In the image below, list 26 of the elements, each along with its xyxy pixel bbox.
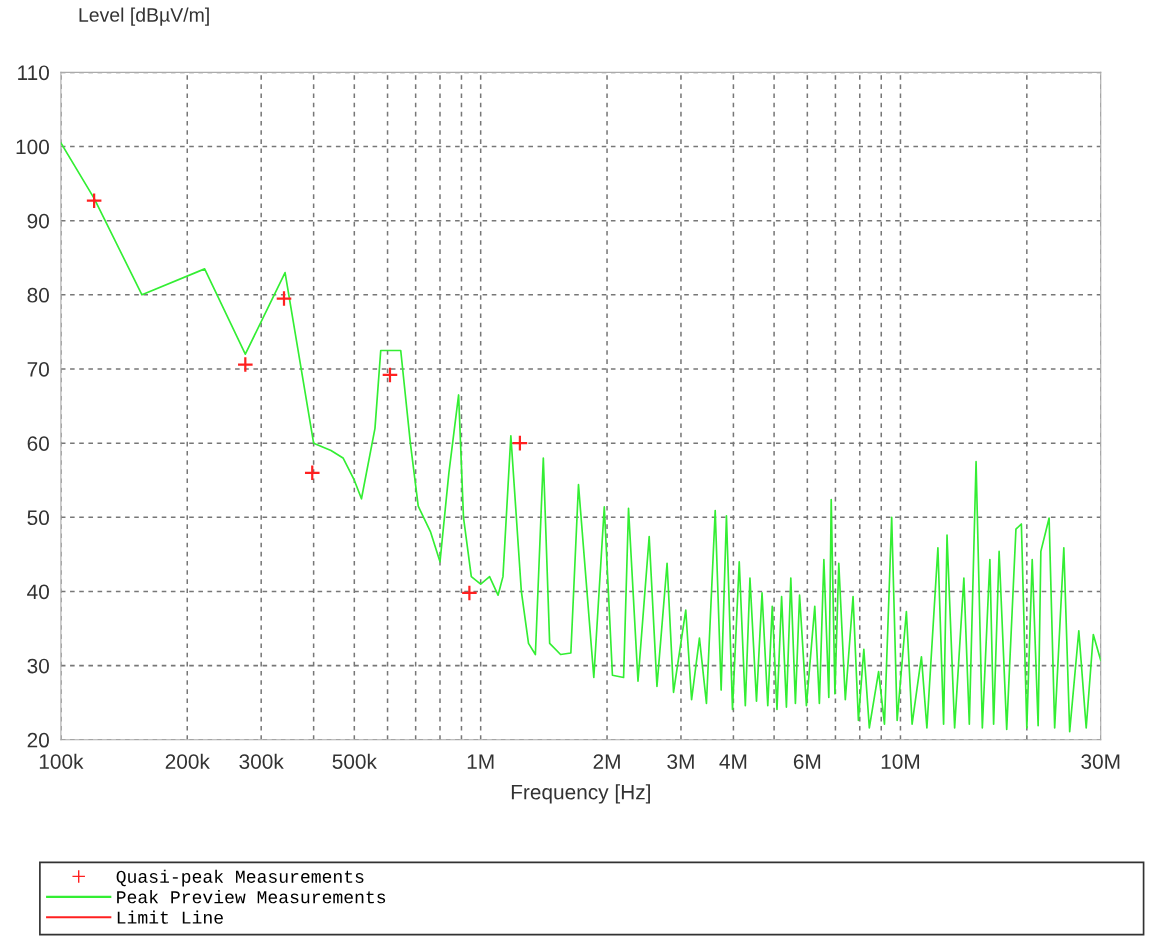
x-tick-label: 6M [793, 754, 821, 769]
x-tick-label: 1M [467, 754, 494, 769]
y-axis-title: Level [dBµV/m] [79, 7, 209, 26]
y-tick-label: 90 [27, 213, 49, 229]
y-tick-label: 70 [27, 362, 49, 377]
x-axis-title: Frequency [Hz] [511, 784, 650, 804]
legend-label: Limit Line [117, 910, 223, 924]
legend-label: Quasi-peak Measurements [116, 869, 364, 887]
x-tick-label: 500k [332, 753, 377, 769]
legend-label: Peak Preview Measurements [117, 890, 386, 904]
y-tick-label: 40 [27, 584, 49, 600]
x-tick-label: 100k [39, 753, 84, 769]
x-tick-label: 300k [239, 753, 284, 769]
y-tick-label: 100 [16, 139, 49, 155]
y-tick-label: 80 [27, 287, 49, 303]
y-tick-label: 110 [18, 65, 49, 81]
y-tick-label: 20 [27, 732, 49, 748]
y-tick-label: 60 [27, 436, 49, 451]
x-tick-label: 3M [667, 754, 694, 769]
x-tick-label: 30M [1081, 754, 1120, 769]
x-tick-label: 4M [719, 754, 747, 769]
x-tick-label: 2M [593, 754, 620, 769]
x-tick-label: 200k [165, 753, 210, 769]
x-tick-label: 10M [881, 754, 920, 769]
y-tick-label: 30 [27, 658, 49, 674]
y-tick-label: 50 [27, 510, 49, 526]
